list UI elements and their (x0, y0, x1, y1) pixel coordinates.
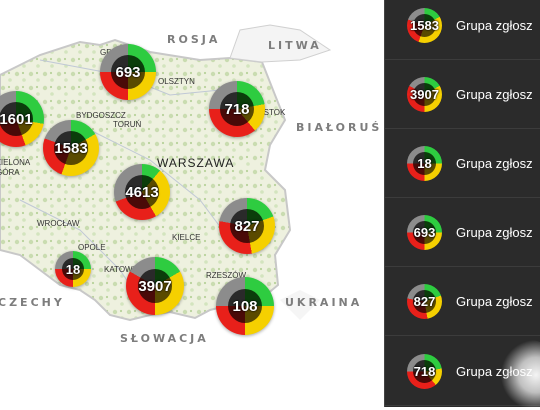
country-label-rosja: ROSJA (167, 33, 221, 46)
country-label-czechy: CZECHY (0, 296, 65, 309)
cluster-inner-disc (62, 258, 84, 280)
cluster-marker-lublin[interactable]: 827 (219, 198, 275, 254)
count-badge: 718 (407, 354, 442, 389)
city-rzeszow: RZESZÓW (206, 271, 246, 280)
cluster-count: 18 (65, 261, 81, 277)
cluster-marker-krakow[interactable]: 3907 (126, 257, 184, 315)
city-warszawa: WARSZAWA (157, 156, 235, 170)
map-view[interactable]: ROSJA LITWA BIAŁORUŚ UKRAINA SŁOWACJA CZ… (0, 0, 384, 407)
badge-count: 693 (413, 225, 436, 240)
list-item-label: Grupa zgłosz (456, 294, 533, 309)
cluster-count: 4613 (125, 183, 159, 201)
cluster-inner-disc (111, 55, 145, 89)
cluster-marker-opole[interactable]: 18 (55, 251, 91, 287)
cluster-inner-disc (228, 289, 262, 323)
report-groups-sidebar: 1583 Grupa zgłosz 3907 Grupa zgłosz 18 G… (384, 0, 540, 407)
list-item[interactable]: 3907 Grupa zgłosz (385, 60, 540, 129)
country-label-bialorus: BIAŁORUŚ (296, 121, 383, 134)
country-label-slowacja: SŁOWACJA (120, 332, 209, 345)
count-badge: 1583 (407, 8, 442, 43)
cluster-inner-disc (220, 92, 254, 126)
cluster-count: 718 (224, 100, 250, 118)
badge-inner-disc (413, 221, 436, 244)
city-torun: TORUŃ (113, 120, 142, 129)
count-badge: 693 (407, 215, 442, 250)
cluster-inner-disc (125, 175, 159, 209)
list-item-label: Grupa zgłosz (456, 364, 533, 379)
count-badge: 827 (407, 284, 442, 319)
cluster-count: 3907 (138, 277, 172, 295)
badge-count: 718 (413, 364, 436, 379)
cluster-count: 693 (115, 63, 141, 81)
cluster-count: 827 (234, 217, 260, 235)
cluster-marker-gdansk[interactable]: 693 (100, 44, 156, 100)
country-label-ukraina: UKRAINA (285, 296, 363, 309)
badge-count: 1583 (410, 18, 439, 33)
city-olsztyn: OLSZTYN (158, 77, 195, 86)
badge-inner-disc (413, 152, 436, 175)
cluster-inner-disc (54, 131, 88, 165)
cluster-inner-disc (230, 209, 264, 243)
badge-inner-disc (413, 360, 436, 383)
badge-count: 3907 (410, 87, 439, 102)
city-katowice: KATOWICE (104, 265, 146, 274)
badge-count: 18 (417, 156, 432, 171)
list-item-label: Grupa zgłosz (456, 156, 533, 171)
country-label-litwa: LITWA (268, 39, 322, 52)
list-item[interactable]: 693 Grupa zgłosz (385, 198, 540, 267)
badge-inner-disc (413, 14, 436, 37)
badge-inner-disc (413, 290, 436, 313)
list-item[interactable]: 1583 Grupa zgłosz (385, 0, 540, 60)
cluster-count: 108 (232, 297, 258, 315)
badge-count: 827 (413, 294, 436, 309)
cluster-inner-disc (0, 102, 33, 136)
list-item[interactable]: 718 Grupa zgłosz (385, 337, 540, 406)
city-opole: OPOLE (78, 243, 106, 252)
cluster-inner-disc (138, 269, 172, 303)
city-zielona-gora: ZIELONA GÓRA (0, 158, 30, 177)
count-badge: 3907 (407, 77, 442, 112)
cluster-marker-bialystok[interactable]: 718 (209, 81, 265, 137)
cluster-count: 1601 (0, 110, 33, 128)
list-item[interactable]: 827 Grupa zgłosz (385, 267, 540, 336)
city-bydgoszcz: BYDGOSZCZ (76, 111, 126, 120)
city-wroclaw: WROCŁAW (37, 219, 80, 228)
cluster-marker-bydgoszcz[interactable]: 1583 (43, 120, 99, 176)
count-badge: 18 (407, 146, 442, 181)
list-item-label: Grupa zgłosz (456, 87, 533, 102)
map-basemap (0, 24, 332, 322)
list-item-label: Grupa zgłosz (456, 18, 533, 33)
city-kielce: KIELCE (172, 233, 201, 242)
cluster-count: 1583 (54, 139, 88, 157)
list-item-label: Grupa zgłosz (456, 225, 533, 240)
badge-inner-disc (413, 83, 436, 106)
cluster-marker-rzeszow[interactable]: 108 (216, 277, 274, 335)
list-item[interactable]: 18 Grupa zgłosz (385, 129, 540, 198)
cluster-marker-lodz[interactable]: 4613 (114, 164, 170, 220)
cluster-marker-poznan[interactable]: 1601 (0, 91, 44, 147)
